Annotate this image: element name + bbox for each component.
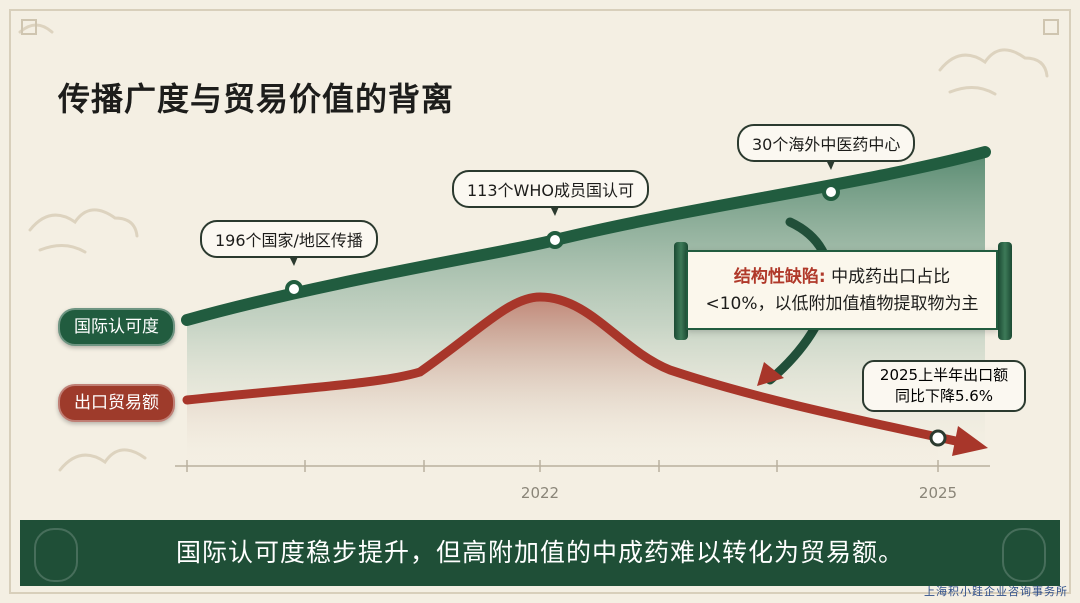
x-tick-label-2025: 2025 bbox=[919, 484, 957, 502]
marker-2025-export bbox=[929, 429, 947, 447]
callout-who: 113个WHO成员国认可 bbox=[452, 170, 649, 208]
outer-frame bbox=[9, 9, 1071, 594]
banner-ornament-right-icon bbox=[1002, 528, 1046, 582]
export-series-line bbox=[182, 292, 965, 447]
callout-centers: 30个海外中医药中心 bbox=[737, 124, 916, 162]
legend-recognition: 国际认可度 bbox=[58, 308, 175, 346]
legend-export: 出口贸易额 bbox=[58, 384, 175, 422]
marker-countries bbox=[285, 280, 303, 298]
callout-countries: 196个国家/地区传播 bbox=[200, 220, 378, 258]
note-2025-line-2: 同比下降5.6% bbox=[894, 387, 994, 405]
scroll-rod-right bbox=[998, 242, 1012, 340]
watermark: 上海积小跬企业咨询事务所 bbox=[924, 585, 1068, 598]
note-2025-line-1: 2025上半年出口额 bbox=[879, 366, 1009, 384]
export-arrowhead-icon bbox=[952, 426, 988, 456]
note-2025-export: 2025上半年出口额 同比下降5.6% bbox=[862, 360, 1026, 412]
milestone-markers bbox=[285, 183, 840, 298]
cloud-ornament-icon bbox=[18, 23, 1049, 472]
scroll-label: 结构性缺陷: bbox=[733, 267, 826, 287]
scroll-line-2: <10%，以低附加值植物提取物为主 bbox=[705, 294, 979, 314]
conclusion-text: 国际认可度稳步提升，但高附加值的中成药难以转化为贸易额。 bbox=[175, 538, 904, 567]
conclusion-banner: 国际认可度稳步提升，但高附加值的中成药难以转化为贸易额。 bbox=[20, 520, 1060, 586]
page-title: 传播广度与贸易价值的背离 bbox=[58, 80, 455, 118]
scroll-line-1: 结构性缺陷: 中成药出口占比 bbox=[688, 264, 996, 291]
banner-ornament-left-icon bbox=[34, 528, 78, 582]
scroll-rod-left bbox=[674, 242, 688, 340]
export-area bbox=[187, 297, 938, 466]
scroll-line-1-text: 中成药出口占比 bbox=[825, 267, 951, 287]
marker-centers bbox=[822, 183, 840, 201]
structural-defect-note: 结构性缺陷: 中成药出口占比 <10%，以低附加值植物提取物为主 bbox=[686, 250, 998, 330]
x-tick-label-2022: 2022 bbox=[521, 484, 559, 502]
marker-who bbox=[546, 231, 564, 249]
curved-arrowhead-icon bbox=[757, 362, 784, 386]
